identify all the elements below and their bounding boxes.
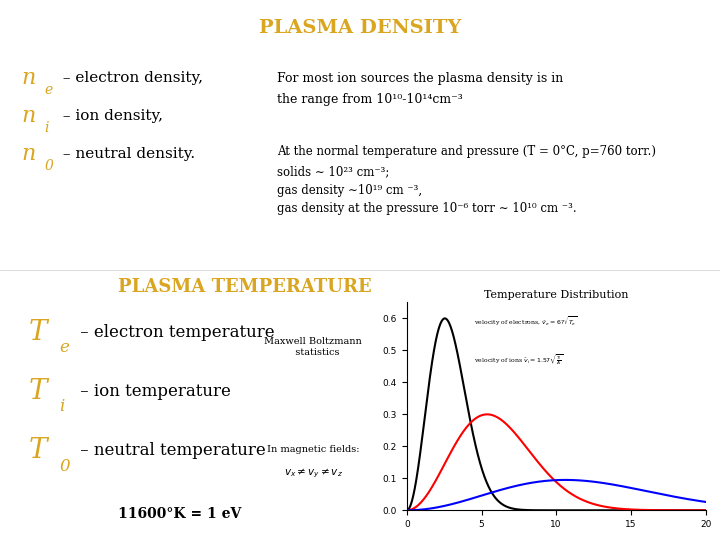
Text: Maxwell Boltzmann
   statistics: Maxwell Boltzmann statistics <box>264 338 362 357</box>
Text: $v_x \neq v_y \neq v_z$: $v_x \neq v_y \neq v_z$ <box>284 467 343 481</box>
Text: PLASMA TEMPERATURE: PLASMA TEMPERATURE <box>118 278 372 296</box>
Text: n: n <box>22 68 36 89</box>
Text: gas density ∼10¹⁹ cm ⁻³,: gas density ∼10¹⁹ cm ⁻³, <box>277 184 423 197</box>
Text: i: i <box>59 398 64 415</box>
Text: n: n <box>22 143 36 165</box>
Text: e: e <box>45 83 53 97</box>
Text: i: i <box>45 121 49 135</box>
Text: – ion density,: – ion density, <box>58 109 163 123</box>
Text: n: n <box>22 105 36 127</box>
Text: solids ∼ 10²³ cm⁻³;: solids ∼ 10²³ cm⁻³; <box>277 165 390 178</box>
Text: – neutral temperature: – neutral temperature <box>75 442 266 460</box>
Text: T: T <box>29 378 48 405</box>
Text: e: e <box>59 339 69 356</box>
Text: gas density at the pressure 10⁻⁶ torr ∼ 10¹⁰ cm ⁻³.: gas density at the pressure 10⁻⁶ torr ∼ … <box>277 202 577 215</box>
Text: velocity of electrons, $\bar{v}_e = 6?\sqrt{T_e}$: velocity of electrons, $\bar{v}_e = 6?\s… <box>474 314 577 328</box>
Title: Temperature Distribution: Temperature Distribution <box>484 290 629 300</box>
Text: – electron density,: – electron density, <box>58 71 202 85</box>
Text: the range from 10¹⁰-10¹⁴cm⁻³: the range from 10¹⁰-10¹⁴cm⁻³ <box>277 93 463 106</box>
Text: T: T <box>29 319 48 346</box>
Text: 11600°K = 1 eV: 11600°K = 1 eV <box>118 507 242 521</box>
Text: velocity of ions $\bar{v}_i = 1.57\sqrt{\frac{T_i}{A}}$: velocity of ions $\bar{v}_i = 1.57\sqrt{… <box>474 353 563 367</box>
Text: PLASMA DENSITY: PLASMA DENSITY <box>258 19 462 37</box>
Text: In magnetic fields:: In magnetic fields: <box>267 446 359 455</box>
Text: At the normal temperature and pressure (T = 0°C, p=760 torr.): At the normal temperature and pressure (… <box>277 145 656 158</box>
Text: 0: 0 <box>59 457 70 475</box>
Text: For most ion sources the plasma density is in: For most ion sources the plasma density … <box>277 72 564 85</box>
Text: – ion temperature: – ion temperature <box>75 383 230 400</box>
Text: 0: 0 <box>45 159 53 173</box>
Text: – electron temperature: – electron temperature <box>75 323 274 341</box>
Text: T: T <box>29 437 48 464</box>
Text: – neutral density.: – neutral density. <box>58 147 194 161</box>
